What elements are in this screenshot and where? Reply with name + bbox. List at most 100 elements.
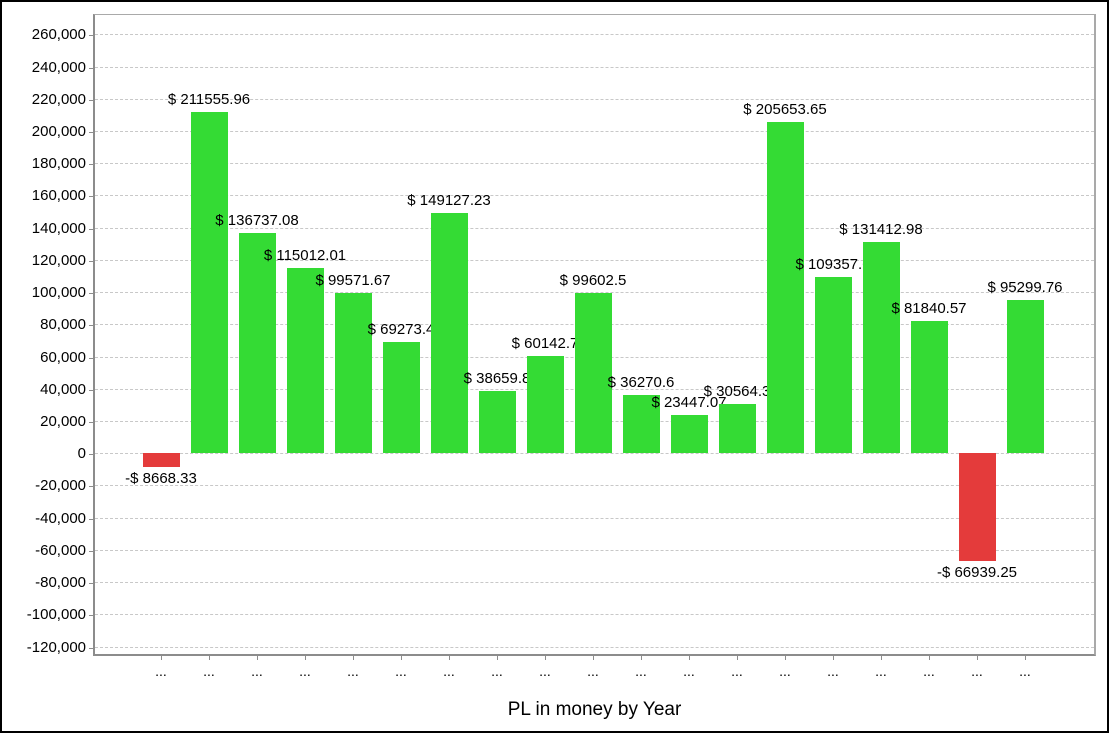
x-axis-tick [689, 656, 690, 660]
bar-value-label: $ 30564.3 [703, 383, 771, 400]
x-axis-tick [161, 656, 162, 660]
bar-positive [382, 341, 420, 454]
bar-slot: $ 205653.65 [685, 15, 885, 654]
y-axis-tick [89, 583, 93, 585]
y-axis-tick [89, 550, 93, 552]
y-axis-label: -40,000 [35, 509, 86, 527]
gridline [95, 614, 1094, 616]
y-axis-tick [89, 486, 93, 488]
bar-value-label: $ 36270.6 [607, 373, 675, 391]
x-axis-tick-label: ... [347, 663, 359, 679]
bar-slot: $ 99571.67 [253, 15, 453, 654]
y-axis-label: 100,000 [31, 284, 86, 302]
bar-positive [910, 321, 948, 454]
y-axis-label: 200,000 [31, 123, 86, 140]
y-axis-tick [89, 357, 93, 359]
bar-slot: $ 136737.08 [157, 15, 357, 654]
bar-positive [238, 232, 276, 454]
x-axis-tick-label: ... [923, 663, 935, 679]
bar-value-label: $ 136737.08 [215, 211, 299, 229]
gridline [95, 549, 1094, 551]
x-axis-tick-label: ... [587, 663, 599, 679]
bar-positive [1006, 299, 1044, 454]
bar-positive [286, 267, 324, 454]
x-axis-tick [593, 656, 594, 660]
bar-slot: $ 109357.6 [733, 15, 933, 654]
bar-positive [190, 112, 228, 454]
y-axis-label: 240,000 [31, 58, 86, 76]
bar-value-label: $ 205653.65 [743, 100, 827, 118]
bar-slot: $ 36270.6 [541, 15, 741, 654]
x-axis-tick [257, 656, 258, 660]
bar-value-label: -$ 66939.25 [936, 564, 1018, 582]
x-axis-tick [497, 656, 498, 660]
y-axis-label: -100,000 [26, 606, 86, 624]
gridline [95, 485, 1094, 487]
x-axis-tick-label: ... [683, 663, 695, 679]
gridline [95, 98, 1094, 100]
y-axis-label: 40,000 [40, 380, 86, 398]
y-axis-label: 80,000 [40, 316, 86, 334]
bar-value-label: $ 109357.6 [795, 256, 871, 273]
y-axis-label: -20,000 [35, 477, 86, 495]
x-axis-tick [401, 656, 402, 660]
y-axis-tick [89, 132, 93, 133]
bar-value-label: $ 99571.67 [315, 271, 391, 289]
x-axis-tick-label: ... [203, 663, 215, 679]
bar-slot: $ 81840.57 [829, 15, 1029, 654]
gridline [95, 259, 1094, 261]
y-axis-label: 140,000 [31, 219, 86, 237]
gridline [95, 227, 1094, 229]
bar-slot: $ 60142.7 [445, 15, 645, 654]
bar-slot: -$ 8668.33 [95, 15, 261, 654]
bar-positive [430, 213, 468, 454]
y-axis-tick [89, 196, 93, 198]
y-axis-tick [89, 99, 93, 101]
bar-slot: -$ 66939.25 [877, 15, 1077, 654]
y-axis-tick [89, 518, 93, 520]
bar-slot: $ 30564.3 [637, 15, 837, 654]
bar-positive [526, 356, 564, 454]
y-axis-label: 60,000 [40, 348, 86, 366]
y-axis-tick [89, 325, 93, 327]
x-axis-tick-label: ... [1019, 663, 1031, 679]
bar-negative [142, 453, 180, 468]
plot-area: -$ 8668.33 $ 211555.96 $ 136737.08 $ 115012… [93, 14, 1096, 656]
y-axis-label: 20,000 [40, 413, 86, 430]
gridline [95, 131, 1094, 132]
x-axis-tick [929, 656, 930, 660]
x-axis-tick-label: ... [155, 663, 167, 679]
gridline [95, 517, 1094, 519]
y-axis-tick [89, 228, 93, 230]
bar-slot: $ 149127.23 [349, 15, 549, 654]
y-axis-tick [89, 260, 93, 262]
y-axis-tick [89, 422, 93, 423]
x-axis-tick [545, 656, 546, 660]
x-axis-tick [641, 656, 642, 660]
y-axis-tick [89, 35, 93, 37]
bar-value-label: $ 115012.01 [263, 246, 347, 264]
x-axis-tick-label: ... [251, 663, 263, 679]
x-axis-tick [1025, 656, 1026, 660]
x-axis-tick [833, 656, 834, 660]
x-axis-tick-label: ... [779, 663, 791, 679]
bar-slot: $ 95299.76 [925, 15, 1094, 654]
bar-value-label: $ 131412.98 [839, 220, 923, 238]
gridline [95, 582, 1094, 584]
x-axis-tick-label: ... [827, 663, 839, 679]
bar-slot: $ 23447.07 [589, 15, 789, 654]
bar-negative [958, 453, 996, 561]
y-axis-label: -120,000 [26, 638, 86, 656]
bar-value-label: $ 60142.7 [511, 335, 579, 353]
x-axis-tick [449, 656, 450, 660]
x-axis-tick-label: ... [971, 663, 983, 679]
bar-positive [622, 394, 660, 454]
bar-value-label: $ 81840.57 [891, 300, 967, 318]
x-axis-tick-label: ... [875, 663, 887, 679]
y-axis-tick [89, 647, 93, 649]
bar-positive [814, 277, 852, 454]
bar-slot: $ 211555.96 [109, 15, 309, 654]
x-axis-tick-label: ... [635, 663, 647, 679]
bar-positive [862, 241, 900, 454]
